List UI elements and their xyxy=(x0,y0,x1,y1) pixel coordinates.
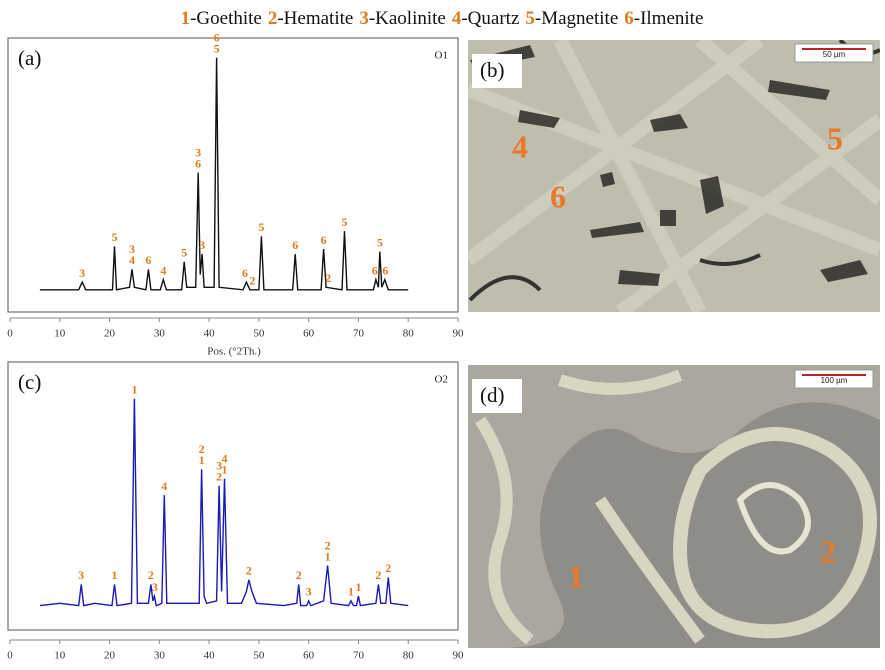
x-tick-label: 20 xyxy=(104,650,116,662)
phase-label: 4 xyxy=(512,128,528,164)
x-tick-label: 30 xyxy=(154,650,166,662)
peak-label: 1 xyxy=(222,462,228,476)
x-tick-label: 80 xyxy=(403,650,415,662)
legend-name: -Kaolinite xyxy=(369,8,446,29)
legend-number: 6 xyxy=(624,8,634,29)
panel-label: (b) xyxy=(480,58,505,82)
peak-label: 6 xyxy=(242,266,248,280)
legend-name: -Ilmenite xyxy=(634,8,704,29)
peak-label: 3 xyxy=(152,580,158,594)
x-tick-label: 70 xyxy=(353,328,365,340)
peak-label: 1 xyxy=(131,383,137,397)
legend-number: 2 xyxy=(268,8,278,29)
x-tick-label: 30 xyxy=(154,328,166,340)
legend-number: 5 xyxy=(525,8,535,29)
peak-label: 2 xyxy=(249,274,255,288)
x-tick-label: 70 xyxy=(353,650,365,662)
x-tick-label: 10 xyxy=(54,650,66,662)
xrd-trace xyxy=(40,399,408,606)
peak-label: 1 xyxy=(355,580,361,594)
peak-label: 6 xyxy=(292,238,298,252)
peak-label: 5 xyxy=(342,215,348,229)
peak-label: 5 xyxy=(258,220,264,234)
phase-label: 5 xyxy=(827,120,843,156)
panel-frame xyxy=(8,38,458,312)
legend-name: -Quartz xyxy=(461,8,519,29)
x-tick-label: 60 xyxy=(303,650,315,662)
x-tick-label: 40 xyxy=(204,328,216,340)
scale-bar-label: 100 µm xyxy=(821,376,848,385)
peak-label: 3 xyxy=(79,266,85,280)
xrd-trace xyxy=(40,58,408,290)
phase-label: 2 xyxy=(820,533,836,569)
x-tick-label: 10 xyxy=(54,328,66,340)
x-tick-label: 90 xyxy=(453,328,465,340)
legend-name: -Hematite xyxy=(277,8,353,29)
peak-label: 1 xyxy=(348,585,354,599)
legend-number: 1 xyxy=(181,8,191,29)
peak-label: 2 xyxy=(246,564,252,578)
panel-label: (c) xyxy=(18,370,41,394)
panel-frame xyxy=(8,362,458,630)
peak-label: 5 xyxy=(112,230,118,244)
peak-label: 2 xyxy=(325,271,331,285)
panel-label: (d) xyxy=(480,383,505,407)
peak-label: 1 xyxy=(199,453,205,467)
x-axis-label: Pos. (°2Th.) xyxy=(207,346,261,358)
micrograph-d xyxy=(468,365,880,648)
peak-label: 1 xyxy=(112,568,118,582)
panel-label: (a) xyxy=(18,46,41,70)
x-tick-label: 0 xyxy=(7,650,13,662)
peak-label: 2 xyxy=(375,568,381,582)
peak-label: 6 xyxy=(195,156,201,170)
legend-name: -Magnetite xyxy=(535,8,618,29)
legend-number: 4 xyxy=(452,8,462,29)
peak-label: 3 xyxy=(306,585,312,599)
legend-name: -Goethite xyxy=(190,8,262,29)
peak-label: 5 xyxy=(377,235,383,249)
peak-label: 5 xyxy=(181,246,187,260)
legend: 1-Goethite 2-Hematite 3-Kaolinite 4-Quartz 5… xyxy=(181,8,704,29)
legend-number: 3 xyxy=(359,8,369,29)
peak-label: 6 xyxy=(382,263,388,277)
peak-label: 6 xyxy=(321,233,327,247)
peak-label: 6 xyxy=(372,263,378,277)
peak-label: 3 xyxy=(78,568,84,582)
peak-label: 3 xyxy=(199,238,205,252)
x-tick-label: 20 xyxy=(104,328,116,340)
peak-label: 6 xyxy=(145,253,151,267)
sample-label: O1 xyxy=(435,50,448,62)
sample-label: O2 xyxy=(435,374,448,386)
peak-label: 4 xyxy=(161,479,167,493)
x-tick-label: 50 xyxy=(253,650,265,662)
peak-label: 2 xyxy=(385,561,391,575)
phase-label: 1 xyxy=(568,558,584,594)
peak-label: 1 xyxy=(325,549,331,563)
peak-label: 2 xyxy=(296,568,302,582)
x-tick-label: 40 xyxy=(204,650,216,662)
x-tick-label: 80 xyxy=(403,328,415,340)
figure: 1-Goethite2-Hematite3-Kaolinite4-Quartz5… xyxy=(0,0,885,670)
peak-label: 4 xyxy=(129,253,135,267)
x-tick-label: 50 xyxy=(253,328,265,340)
micrograph-b xyxy=(468,40,880,312)
peak-label: 4 xyxy=(160,263,166,277)
phase-label: 6 xyxy=(550,178,566,214)
x-tick-label: 60 xyxy=(303,328,315,340)
x-tick-label: 90 xyxy=(453,650,465,662)
x-tick-label: 0 xyxy=(7,328,13,340)
scale-bar-label: 50 µm xyxy=(823,50,846,59)
peak-label: 5 xyxy=(214,42,220,56)
